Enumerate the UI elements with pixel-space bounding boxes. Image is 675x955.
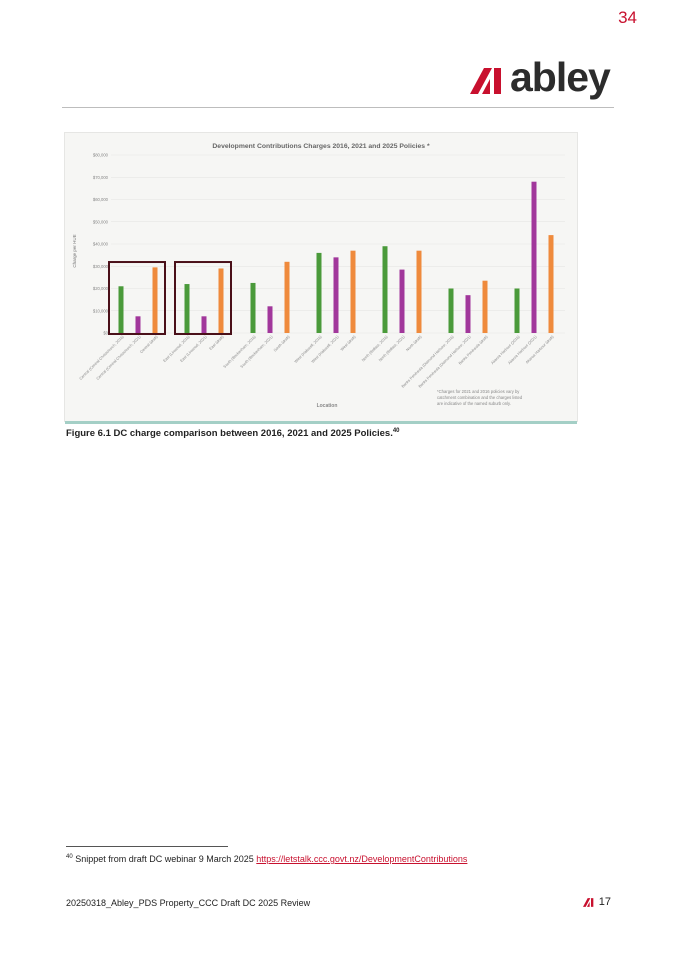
chart-bar <box>416 250 422 333</box>
chart-y-tick-label: $40,000 <box>93 242 109 247</box>
abley-mark-icon <box>582 897 594 907</box>
chart-x-tick-label: Akaroa Harbour (2016) <box>490 334 521 365</box>
chart-x-tick-label: Akaroa Harbour (2021) <box>507 334 538 365</box>
chart-x-label: Location <box>317 403 338 409</box>
chart-bar <box>333 257 339 333</box>
chart-note-line: are indicative of the named suburb only. <box>437 401 511 406</box>
chart-x-tick-label: West (Halswell, 2016) <box>294 334 323 363</box>
chart-note-line: *Charges for 2021 and 2016 policies vary… <box>437 389 520 394</box>
chart-bar <box>118 286 124 333</box>
chart-y-tick-label: $0 <box>103 331 108 336</box>
chart-y-tick-label: $20,000 <box>93 286 109 291</box>
chart-bar <box>316 252 322 333</box>
figure-chart: Development Contributions Charges 2016, … <box>64 132 578 424</box>
chart-y-tick-label: $60,000 <box>93 197 109 202</box>
chart-highlight-box <box>108 261 166 335</box>
chart-highlight-box <box>174 261 232 335</box>
figure-caption-text: Figure 6.1 DC charge comparison between … <box>66 428 393 440</box>
chart-bar <box>201 316 207 333</box>
footer-page: 17 <box>582 896 611 908</box>
chart-x-tick-label: South (Beckenham, 2016) <box>223 334 258 369</box>
chart-y-tick-label: $80,000 <box>93 153 109 158</box>
chart-bar <box>465 295 471 333</box>
chart-x-tick-label: Banks Peninsula (draft) <box>458 334 489 365</box>
abley-logo: abley <box>470 54 611 100</box>
figure-caption-footnote-ref: 40 <box>392 428 400 434</box>
chart-y-tick-label: $10,000 <box>93 308 109 313</box>
chart-bar <box>250 282 256 333</box>
chart-y-tick-label: $70,000 <box>93 175 109 180</box>
chart-x-tick-label: North (draft) <box>405 334 423 352</box>
chart-x-tick-label: East (draft) <box>209 334 226 351</box>
figure-caption: Figure 6.1 DC charge comparison between … <box>66 428 400 439</box>
chart-x-tick-label: East (Linwood, 2016) <box>163 334 192 363</box>
chart-y-label: Charge per HUE <box>72 234 77 267</box>
chart-bar <box>514 288 520 333</box>
chart-bar <box>135 316 141 333</box>
chart-y-tick-label: $30,000 <box>93 264 109 269</box>
chart-bar <box>350 250 356 333</box>
footnote-link[interactable]: https://letstalk.ccc.govt.nz/Development… <box>256 854 468 864</box>
chart-bar <box>184 284 190 333</box>
chart-bar <box>482 280 488 333</box>
logo-wordmark: abley <box>510 54 611 100</box>
chart-bar <box>284 261 290 333</box>
footnote-text: Snippet from draft DC webinar 9 March 20… <box>75 854 257 864</box>
chart-bar <box>267 306 273 333</box>
dc-charges-chart: Development Contributions Charges 2016, … <box>72 143 565 409</box>
chart-bar <box>399 269 405 333</box>
chart-bar <box>531 181 537 333</box>
figure-accent-rule <box>65 421 577 424</box>
header-rule <box>62 107 614 108</box>
chart-note: *Charges for 2021 and 2016 policies vary… <box>437 389 523 406</box>
chart-y-tick-label: $50,000 <box>93 219 109 224</box>
chart-title: Development Contributions Charges 2016, … <box>212 143 430 150</box>
chart-x-tick-label: South (draft) <box>273 334 291 352</box>
footer-document-name: 20250318_Abley_PDS Property_CCC Draft DC… <box>66 898 311 908</box>
footnote: 40 Snippet from draft DC webinar 9 March… <box>66 854 467 864</box>
page-number: 34 <box>618 8 637 27</box>
chart-x-tick-label: West (draft) <box>340 334 357 351</box>
chart-x-tick-label: South (Beckenham, 2021) <box>240 334 275 369</box>
chart-bar <box>548 235 554 333</box>
footnote-ref: 40 <box>66 854 73 860</box>
footnote-rule <box>66 846 228 847</box>
chart-bar <box>152 267 158 333</box>
chart-bar <box>448 288 454 333</box>
chart-note-line: catchment combination and the charges li… <box>437 395 523 400</box>
footer-page-number: 17 <box>598 896 611 908</box>
chart-bar <box>218 268 224 333</box>
chart-x-tick-label: Central (draft) <box>139 334 159 354</box>
abley-mark-icon <box>470 68 501 94</box>
chart-bar <box>382 246 388 333</box>
